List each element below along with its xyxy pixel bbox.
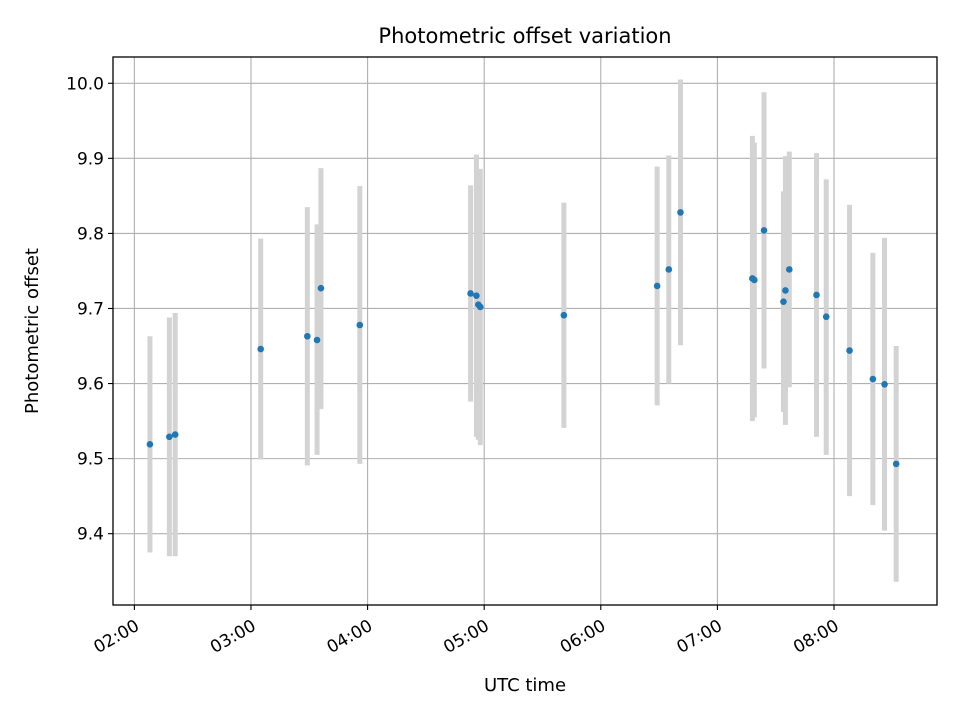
data-point [760, 227, 768, 234]
data-point [171, 431, 179, 438]
data-point [304, 332, 311, 340]
data-point [751, 276, 758, 284]
axis-ticks [108, 82, 835, 610]
data-points [146, 209, 900, 468]
data-point [467, 290, 474, 297]
data-point [782, 287, 789, 294]
data-point [477, 303, 484, 311]
data-point [869, 375, 877, 383]
data-point [653, 282, 661, 290]
data-point [780, 298, 787, 306]
data-point [317, 284, 325, 292]
data-point [846, 347, 853, 354]
y-tick-label: 9.6 [77, 375, 104, 395]
data-point [146, 441, 154, 448]
data-point [665, 266, 673, 273]
grid-lines [113, 57, 937, 605]
y-tick-label: 9.4 [77, 525, 104, 545]
y-tick-label: 9.9 [77, 149, 104, 169]
data-point [257, 345, 264, 353]
data-point [166, 433, 173, 441]
data-point [813, 291, 820, 299]
data-point [313, 336, 321, 344]
data-point [473, 292, 480, 300]
y-tick-label: 10.0 [66, 74, 104, 94]
chart-title: Photometric offset variation [378, 24, 671, 48]
data-point [822, 313, 830, 321]
y-axis-title: Photometric offset [22, 248, 43, 414]
data-point [786, 266, 793, 273]
plot-frame [112, 56, 938, 606]
data-point [881, 380, 888, 388]
y-tick-labels: 9.4 9.5 9.6 9.7 9.8 9.9 10.0 [66, 74, 104, 544]
y-tick-label: 9.8 [77, 224, 104, 244]
y-tick-label: 9.5 [77, 450, 104, 470]
x-axis-title: UTC time [484, 675, 566, 696]
data-point [677, 209, 684, 216]
y-tick-label: 9.7 [77, 299, 104, 319]
data-point [560, 311, 568, 319]
data-point [892, 460, 900, 468]
data-point [356, 321, 364, 329]
